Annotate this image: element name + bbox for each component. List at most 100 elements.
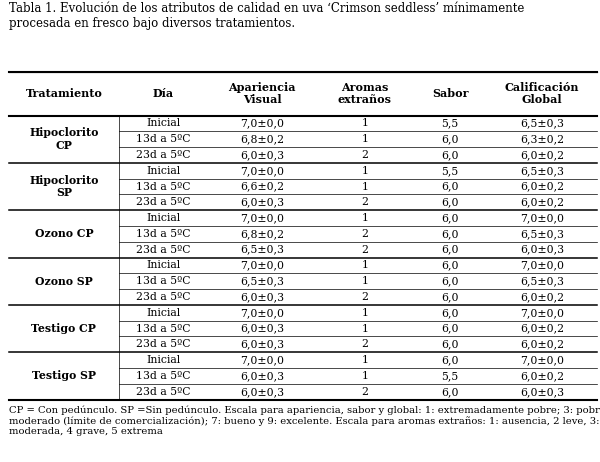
Text: 5,5: 5,5 <box>442 118 458 128</box>
Text: 6,0±0,3: 6,0±0,3 <box>240 150 284 160</box>
Text: CP = Con pedúnculo. SP =Sin pedúnculo. Escala para apariencia, sabor y global: 1: CP = Con pedúnculo. SP =Sin pedúnculo. E… <box>9 405 600 437</box>
Text: Inicial: Inicial <box>146 261 180 270</box>
Text: 6,5±0,3: 6,5±0,3 <box>520 229 564 239</box>
Text: 1: 1 <box>361 355 368 365</box>
Text: Apariencia
Visual: Apariencia Visual <box>229 82 296 105</box>
Text: 6,3±0,2: 6,3±0,2 <box>520 134 564 144</box>
Text: 6,5±0,3: 6,5±0,3 <box>240 276 284 286</box>
Text: 6,0±0,2: 6,0±0,2 <box>520 182 564 192</box>
Text: 7,0±0,0: 7,0±0,0 <box>240 118 284 128</box>
Text: 6,0: 6,0 <box>441 245 459 255</box>
Text: Ozono SP: Ozono SP <box>35 276 93 287</box>
Text: 23d a 5ºC: 23d a 5ºC <box>136 245 190 255</box>
Text: 6,0: 6,0 <box>441 308 459 318</box>
Text: 6,0: 6,0 <box>441 387 459 397</box>
Text: Aromas
extraños: Aromas extraños <box>338 82 392 105</box>
Text: Testigo SP: Testigo SP <box>32 371 96 382</box>
Text: 1: 1 <box>361 261 368 270</box>
Text: 6,5±0,3: 6,5±0,3 <box>520 166 564 176</box>
Text: Ozono CP: Ozono CP <box>35 228 93 239</box>
Text: 2: 2 <box>361 340 368 349</box>
Text: 6,0±0,3: 6,0±0,3 <box>520 387 564 397</box>
Text: 6,0: 6,0 <box>441 150 459 160</box>
Text: 6,0: 6,0 <box>441 355 459 365</box>
Text: 6,0±0,2: 6,0±0,2 <box>520 292 564 302</box>
Text: Calificación
Global: Calificación Global <box>505 82 580 105</box>
Text: 6,5±0,3: 6,5±0,3 <box>520 118 564 128</box>
Text: 7,0±0,0: 7,0±0,0 <box>240 308 284 318</box>
Text: 7,0±0,0: 7,0±0,0 <box>240 166 284 176</box>
Text: 23d a 5ºC: 23d a 5ºC <box>136 340 190 349</box>
Text: 6,0: 6,0 <box>441 340 459 349</box>
Text: 6,0: 6,0 <box>441 197 459 207</box>
Text: 6,0: 6,0 <box>441 229 459 239</box>
Text: 6,8±0,2: 6,8±0,2 <box>240 229 284 239</box>
Text: 7,0±0,0: 7,0±0,0 <box>520 308 564 318</box>
Text: 6,0±0,3: 6,0±0,3 <box>240 197 284 207</box>
Text: 2: 2 <box>361 387 368 397</box>
Text: 7,0±0,0: 7,0±0,0 <box>240 261 284 270</box>
Text: 7,0±0,0: 7,0±0,0 <box>240 213 284 223</box>
Text: 6,0±0,3: 6,0±0,3 <box>240 371 284 381</box>
Text: 7,0±0,0: 7,0±0,0 <box>240 355 284 365</box>
Text: 7,0±0,0: 7,0±0,0 <box>520 261 564 270</box>
Text: 6,0±0,2: 6,0±0,2 <box>520 340 564 349</box>
Text: 6,0: 6,0 <box>441 323 459 334</box>
Text: 13d a 5ºC: 13d a 5ºC <box>136 276 190 286</box>
Text: 6,0: 6,0 <box>441 292 459 302</box>
Text: 6,0±0,2: 6,0±0,2 <box>520 197 564 207</box>
Text: 23d a 5ºC: 23d a 5ºC <box>136 387 190 397</box>
Text: 1: 1 <box>361 213 368 223</box>
Text: 6,0: 6,0 <box>441 213 459 223</box>
Text: 1: 1 <box>361 308 368 318</box>
Text: Hipoclorito
CP: Hipoclorito CP <box>29 127 98 151</box>
Text: Inicial: Inicial <box>146 355 180 365</box>
Text: 1: 1 <box>361 371 368 381</box>
Text: 6,0±0,3: 6,0±0,3 <box>240 292 284 302</box>
Text: 5,5: 5,5 <box>442 371 458 381</box>
Text: 6,0: 6,0 <box>441 261 459 270</box>
Text: 13d a 5ºC: 13d a 5ºC <box>136 323 190 334</box>
Text: 6,0: 6,0 <box>441 134 459 144</box>
Text: Testigo CP: Testigo CP <box>31 323 97 334</box>
Text: 2: 2 <box>361 245 368 255</box>
Text: Tratamiento: Tratamiento <box>25 88 103 99</box>
Text: 2: 2 <box>361 197 368 207</box>
Text: 1: 1 <box>361 276 368 286</box>
Text: 7,0±0,0: 7,0±0,0 <box>520 213 564 223</box>
Text: 6,0: 6,0 <box>441 276 459 286</box>
Text: 6,0±0,2: 6,0±0,2 <box>520 323 564 334</box>
Text: 13d a 5ºC: 13d a 5ºC <box>136 229 190 239</box>
Text: 6,0±0,3: 6,0±0,3 <box>240 323 284 334</box>
Text: Día: Día <box>152 88 173 99</box>
Text: 6,0±0,2: 6,0±0,2 <box>520 371 564 381</box>
Text: 1: 1 <box>361 134 368 144</box>
Text: Tabla 1. Evolución de los atributos de calidad en uva ‘Crimson seddless’ mínimam: Tabla 1. Evolución de los atributos de c… <box>9 2 524 30</box>
Text: Sabor: Sabor <box>432 88 468 99</box>
Text: 13d a 5ºC: 13d a 5ºC <box>136 134 190 144</box>
Text: Hipoclorito
SP: Hipoclorito SP <box>29 175 98 199</box>
Text: 2: 2 <box>361 150 368 160</box>
Text: 6,0±0,3: 6,0±0,3 <box>520 245 564 255</box>
Text: 6,0: 6,0 <box>441 182 459 192</box>
Text: 23d a 5ºC: 23d a 5ºC <box>136 292 190 302</box>
Text: 6,5±0,3: 6,5±0,3 <box>520 276 564 286</box>
Text: 2: 2 <box>361 229 368 239</box>
Text: 6,0±0,3: 6,0±0,3 <box>240 340 284 349</box>
Text: Inicial: Inicial <box>146 118 180 128</box>
Text: 6,8±0,2: 6,8±0,2 <box>240 134 284 144</box>
Text: 6,5±0,3: 6,5±0,3 <box>240 245 284 255</box>
Text: 6,0±0,2: 6,0±0,2 <box>520 150 564 160</box>
Text: 6,6±0,2: 6,6±0,2 <box>240 182 284 192</box>
Text: 1: 1 <box>361 118 368 128</box>
Text: Inicial: Inicial <box>146 213 180 223</box>
Text: 1: 1 <box>361 182 368 192</box>
Text: Inicial: Inicial <box>146 308 180 318</box>
Text: 13d a 5ºC: 13d a 5ºC <box>136 182 190 192</box>
Text: 23d a 5ºC: 23d a 5ºC <box>136 197 190 207</box>
Text: 1: 1 <box>361 323 368 334</box>
Text: 1: 1 <box>361 166 368 176</box>
Text: 5,5: 5,5 <box>442 166 458 176</box>
Text: 13d a 5ºC: 13d a 5ºC <box>136 371 190 381</box>
Text: 23d a 5ºC: 23d a 5ºC <box>136 150 190 160</box>
